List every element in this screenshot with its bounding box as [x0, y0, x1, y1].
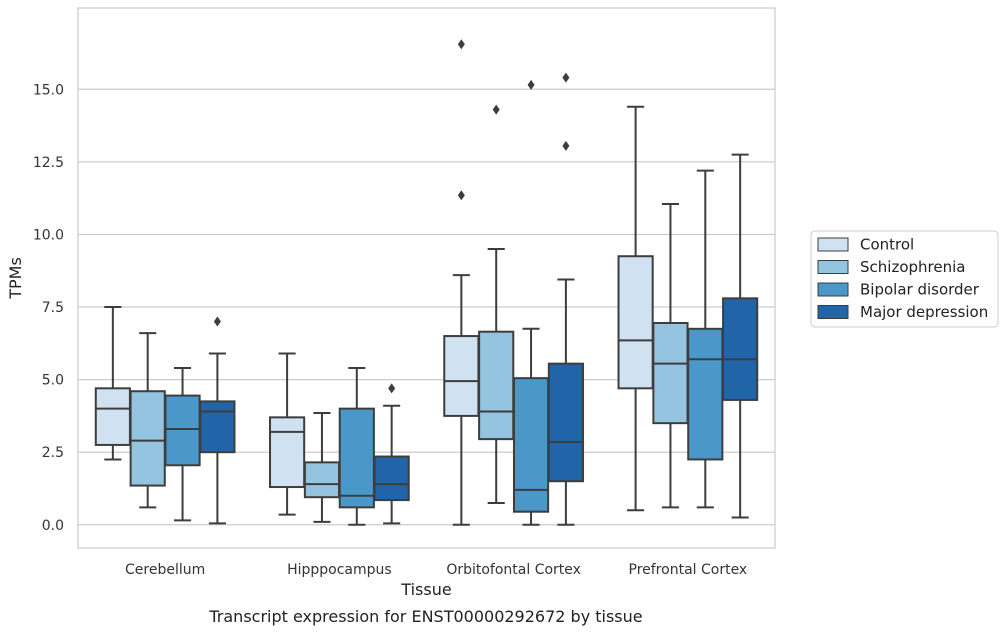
box-schizophrenia	[652, 202, 689, 509]
box-iqr	[687, 327, 724, 461]
legend-label-control: Control	[860, 236, 914, 254]
y-tick-label: 2.5	[42, 445, 64, 461]
outlier-point	[388, 383, 396, 394]
y-axis-label: TPMs	[6, 257, 25, 300]
box-iqr	[722, 297, 759, 401]
plot-frame	[77, 7, 776, 549]
x-tick-label: Hipppocampus	[287, 562, 392, 578]
legend-label-bipolar-disorder: Bipolar disorder	[860, 281, 980, 299]
box-iqr	[269, 416, 306, 489]
outlier-point	[213, 316, 221, 327]
box-iqr	[94, 387, 131, 446]
box-iqr	[547, 362, 584, 483]
box-bipolar-disorder	[687, 169, 724, 509]
y-tick-label: 0.0	[42, 518, 64, 534]
outlier-point	[492, 104, 500, 115]
outlier-point	[457, 190, 465, 201]
x-tick-label: Cerebellum	[125, 562, 205, 578]
legend-swatch-bipolar-disorder	[817, 282, 849, 297]
legend-swatch-schizophrenia	[817, 260, 849, 274]
legend-swatch-control	[817, 237, 849, 252]
box-control	[617, 105, 654, 512]
box-iqr	[338, 407, 375, 509]
box-iqr	[164, 394, 201, 467]
outlier-point	[457, 39, 465, 50]
outlier-point	[562, 72, 570, 83]
box-bipolar-disorder	[512, 79, 550, 526]
box-schizophrenia	[478, 104, 515, 504]
legend-label-schizophrenia: Schizophrenia	[860, 258, 965, 276]
box-iqr	[199, 400, 236, 454]
box-control	[94, 306, 131, 461]
box-plots	[94, 39, 759, 526]
box-iqr	[443, 335, 480, 417]
y-tick-labels: 0.0 2.5 5.0 7.5 10.0 12.5 15.0	[33, 82, 64, 533]
y-tick-label: 5.0	[42, 373, 64, 389]
y-tick-label: 15.0	[33, 82, 64, 98]
box-iqr	[303, 461, 341, 499]
y-tick-label: 12.5	[33, 155, 64, 171]
box-major-depression	[722, 153, 759, 519]
box-iqr	[652, 322, 689, 425]
box-bipolar-disorder	[164, 367, 201, 522]
box-iqr	[617, 255, 654, 390]
box-schizophrenia	[129, 332, 166, 509]
y-tick-label: 7.5	[42, 300, 64, 316]
figure-caption: Transcript expression for ENST0000029267…	[208, 607, 642, 626]
outlier-point	[527, 79, 535, 90]
y-tick-label: 10.0	[33, 227, 64, 243]
box-major-depression	[373, 383, 410, 525]
box-bipolar-disorder	[338, 367, 375, 526]
legend-frame	[810, 230, 999, 328]
x-axis-label: Tissue	[400, 580, 451, 599]
box-major-depression	[199, 316, 236, 525]
box-iqr	[373, 455, 410, 502]
box-iqr	[478, 330, 515, 441]
x-tick-labels: Cerebellum Hipppocampus Orbitofontal Corte…	[125, 562, 747, 578]
box-iqr	[129, 390, 166, 487]
box-iqr	[512, 377, 550, 513]
box-major-depression	[547, 72, 584, 526]
legend-swatch-major-depression	[817, 305, 849, 319]
outlier-point	[562, 140, 570, 151]
box-control	[443, 39, 480, 526]
x-tick-label: Orbitofontal Cortex	[446, 562, 581, 578]
legend: Control Schizophrenia Bipolar disorder Majo…	[810, 230, 999, 328]
box-control	[269, 352, 306, 516]
box-schizophrenia	[303, 412, 341, 523]
x-tick-label: Prefrontal Cortex	[629, 562, 748, 578]
legend-label-major-depression: Major depression	[860, 303, 988, 321]
